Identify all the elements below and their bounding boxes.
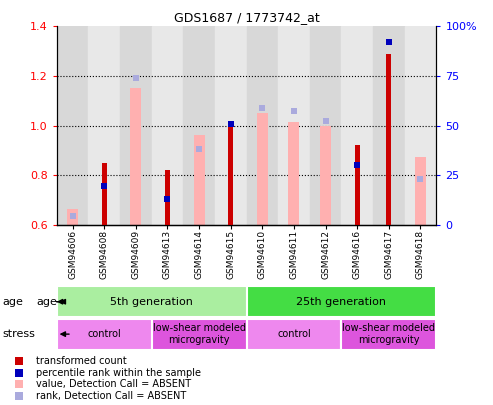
Bar (152, 319, 246, 350)
Bar (165, 170, 170, 225)
Bar (183, 26, 215, 225)
Bar (373, 26, 405, 225)
Bar (130, 88, 141, 225)
Text: control: control (87, 329, 121, 339)
Text: age: age (2, 297, 23, 307)
Bar (246, 26, 278, 225)
Bar (320, 126, 331, 225)
Text: stress: stress (2, 329, 35, 339)
Bar (405, 26, 436, 225)
Bar (88, 26, 120, 225)
Bar (278, 26, 310, 225)
Bar (310, 26, 341, 225)
Bar (355, 145, 359, 225)
Bar (415, 157, 426, 225)
Text: control: control (277, 329, 311, 339)
Bar (194, 135, 205, 225)
Text: value, Detection Call = ABSENT: value, Detection Call = ABSENT (36, 379, 191, 390)
Text: transformed count: transformed count (36, 356, 127, 366)
Bar (257, 113, 268, 225)
Bar (246, 286, 436, 317)
Text: age: age (36, 297, 57, 307)
Bar (215, 26, 246, 225)
Text: percentile rank within the sample: percentile rank within the sample (36, 368, 201, 378)
Bar (387, 53, 391, 225)
Text: rank, Detection Call = ABSENT: rank, Detection Call = ABSENT (36, 391, 186, 401)
Bar (341, 319, 436, 350)
Text: low-shear modeled
microgravity: low-shear modeled microgravity (152, 323, 246, 345)
Bar (246, 319, 341, 350)
Bar (341, 26, 373, 225)
Text: 5th generation: 5th generation (110, 297, 193, 307)
Bar (57, 26, 88, 225)
Bar (67, 209, 78, 225)
Bar (57, 286, 246, 317)
Bar (228, 126, 233, 225)
Text: 25th generation: 25th generation (296, 297, 387, 307)
Bar (288, 122, 299, 225)
Bar (102, 163, 106, 225)
Bar (152, 26, 183, 225)
Text: low-shear modeled
microgravity: low-shear modeled microgravity (342, 323, 435, 345)
Bar (57, 319, 152, 350)
Bar (120, 26, 152, 225)
Title: GDS1687 / 1773742_at: GDS1687 / 1773742_at (174, 11, 319, 24)
